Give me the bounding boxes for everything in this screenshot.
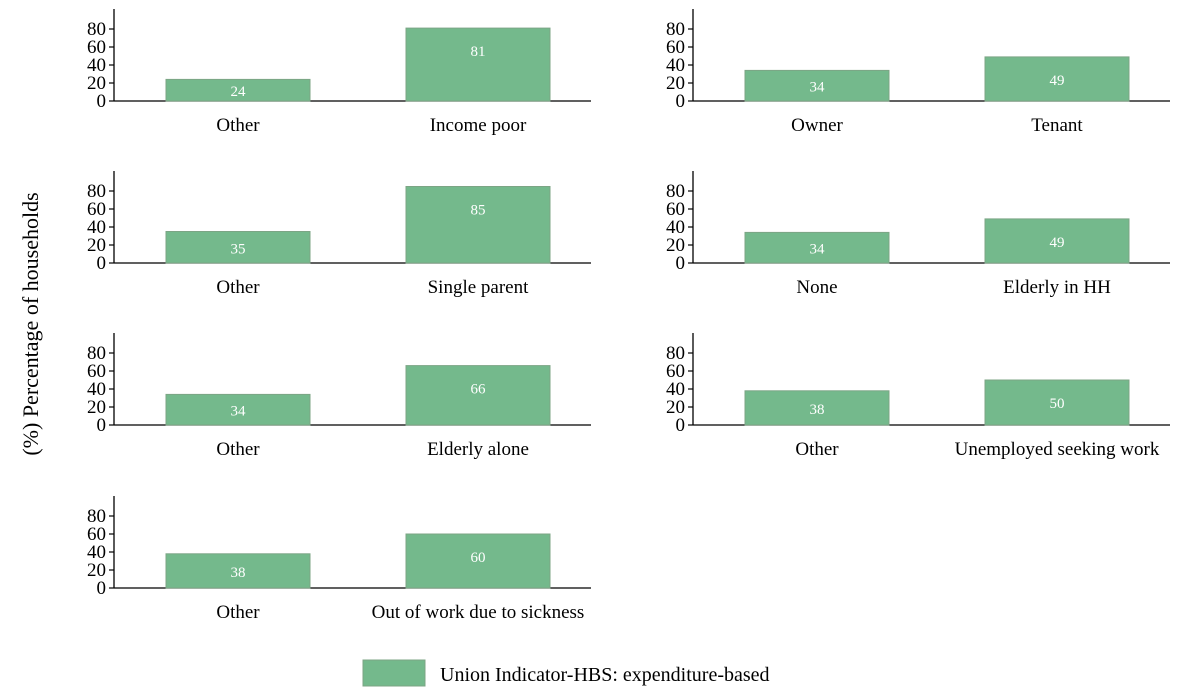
x-tick-label: Other [216,602,260,623]
bar-other [165,78,311,102]
y-tick-label: 60 [87,361,106,382]
y-tick-label: 20 [87,397,106,418]
legend: Union Indicator-HBS: expenditure-based [362,659,770,687]
data-label: 38 [810,402,825,418]
y-tick-label: 40 [87,217,106,238]
y-tick-label: 0 [676,253,686,274]
x-tick-label: Single parent [428,277,530,298]
bar-tenant [984,56,1130,102]
y-tick-label: 0 [97,253,107,274]
data-label: 35 [231,241,246,257]
data-label: 66 [471,382,487,398]
y-tick-label: 60 [666,199,685,220]
y-tick-label: 40 [87,542,106,563]
y-tick-label: 80 [87,19,106,40]
x-tick-label: Income poor [430,115,527,136]
x-tick-label: Owner [791,115,843,136]
data-label: 34 [231,404,247,420]
y-tick-label: 80 [87,181,106,202]
y-tick-label: 80 [666,19,685,40]
y-tick-label: 20 [87,235,106,256]
bar-income-poor [405,27,551,102]
x-tick-label: None [796,277,837,298]
data-label: 38 [231,565,246,581]
data-label: 81 [471,44,486,60]
bar-other [165,393,311,426]
x-tick-label: Elderly alone [427,439,529,460]
data-label: 49 [1050,235,1065,251]
bar-other [165,231,311,264]
x-tick-label: Unemployed seeking work [955,439,1160,460]
y-tick-label: 0 [676,415,686,436]
data-label: 34 [810,80,826,96]
bar-unemployed-seeking-work [984,379,1130,426]
data-label: 50 [1050,396,1065,412]
bar-elderly-alone [405,365,551,426]
y-tick-label: 0 [97,415,107,436]
bar-other [744,390,890,426]
data-label: 34 [810,242,826,258]
x-tick-label: Out of work due to sickness [372,602,585,623]
y-tick-label: 40 [87,55,106,76]
y-tick-label: 60 [666,37,685,58]
data-label: 60 [471,550,486,566]
y-tick-label: 60 [87,524,106,545]
y-tick-label: 20 [666,397,685,418]
y-tick-label: 40 [666,55,685,76]
y-tick-label: 60 [87,199,106,220]
y-tick-label: 20 [87,73,106,94]
data-label: 24 [231,84,247,100]
y-tick-label: 60 [666,361,685,382]
bar-other [165,553,311,589]
x-tick-label: Other [795,439,839,460]
data-label: 85 [471,203,486,219]
y-tick-label: 80 [87,343,106,364]
y-tick-label: 20 [666,235,685,256]
y-tick-label: 0 [97,91,107,112]
data-label: 49 [1050,73,1065,89]
y-tick-label: 40 [666,217,685,238]
y-tick-label: 40 [87,379,106,400]
y-tick-label: 80 [87,506,106,527]
y-tick-label: 20 [666,73,685,94]
bar-out-of-work-due-to-sickness [405,533,551,589]
x-tick-label: Elderly in HH [1003,277,1111,298]
bar-elderly-in-hh [984,218,1130,264]
y-tick-label: 80 [666,181,685,202]
y-axis-title: (%) Percentage of households [18,192,43,455]
x-tick-label: Other [216,439,260,460]
y-tick-label: 0 [97,578,107,599]
x-tick-label: Tenant [1031,115,1083,136]
y-tick-label: 40 [666,379,685,400]
bar-owner [744,69,890,102]
x-tick-label: Other [216,277,260,298]
legend-swatch [362,659,426,687]
bar-none [744,231,890,264]
legend-label: Union Indicator-HBS: expenditure-based [440,664,770,686]
y-tick-label: 80 [666,343,685,364]
y-tick-label: 20 [87,560,106,581]
y-tick-label: 0 [676,91,686,112]
y-tick-label: 60 [87,37,106,58]
x-tick-label: Other [216,115,260,136]
bar-single-parent [405,186,551,264]
